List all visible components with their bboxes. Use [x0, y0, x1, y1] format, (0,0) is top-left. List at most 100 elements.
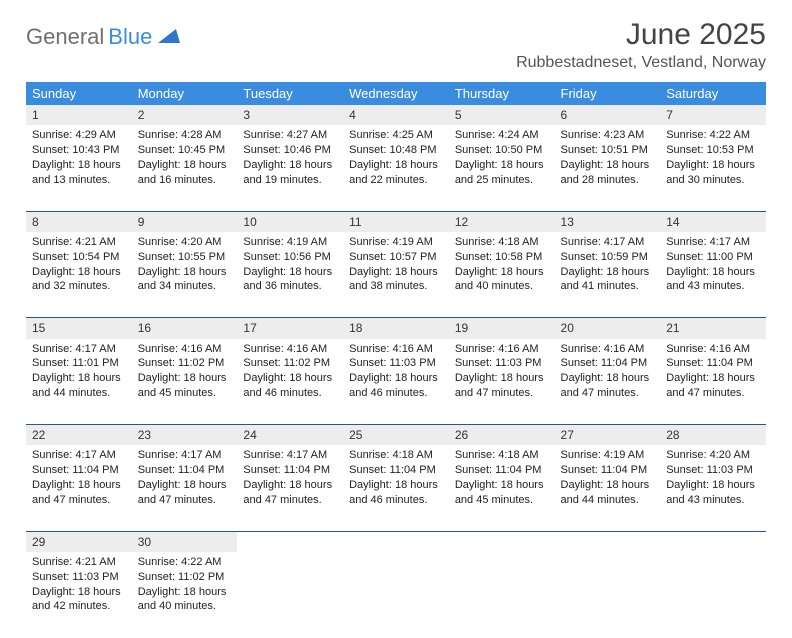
- sunset-line: Sunset: 11:04 PM: [455, 463, 549, 478]
- sunset-line: Sunset: 10:56 PM: [243, 250, 337, 265]
- day-content-cell: Sunrise: 4:18 AMSunset: 11:04 PMDaylight…: [449, 445, 555, 531]
- day-number-cell: 7: [660, 105, 766, 125]
- day-content-cell: Sunrise: 4:16 AMSunset: 11:03 PMDaylight…: [449, 339, 555, 425]
- day-content-cell: [449, 552, 555, 638]
- day-content-cell: Sunrise: 4:28 AMSunset: 10:45 PMDaylight…: [132, 125, 238, 211]
- sunset-line: Sunset: 10:54 PM: [32, 250, 126, 265]
- daylight-line: Daylight: 18 hours and 16 minutes.: [138, 158, 232, 188]
- day-number-cell: 13: [555, 211, 661, 232]
- day-content-cell: Sunrise: 4:16 AMSunset: 11:02 PMDaylight…: [237, 339, 343, 425]
- day-content-cell: Sunrise: 4:21 AMSunset: 11:03 PMDaylight…: [26, 552, 132, 638]
- daylight-line: Daylight: 18 hours and 30 minutes.: [666, 158, 760, 188]
- sunset-line: Sunset: 11:02 PM: [138, 356, 232, 371]
- sunset-line: Sunset: 11:04 PM: [243, 463, 337, 478]
- sunset-line: Sunset: 10:59 PM: [561, 250, 655, 265]
- day-content-cell: Sunrise: 4:22 AMSunset: 10:53 PMDaylight…: [660, 125, 766, 211]
- sunset-line: Sunset: 10:57 PM: [349, 250, 443, 265]
- sunrise-line: Sunrise: 4:23 AM: [561, 128, 655, 143]
- day-number-cell: 22: [26, 425, 132, 446]
- day-number-cell: 3: [237, 105, 343, 125]
- day-number-cell: [660, 531, 766, 552]
- day-number-cell: 18: [343, 318, 449, 339]
- day-content-cell: Sunrise: 4:16 AMSunset: 11:02 PMDaylight…: [132, 339, 238, 425]
- daylight-line: Daylight: 18 hours and 44 minutes.: [32, 371, 126, 401]
- sunset-line: Sunset: 11:03 PM: [666, 463, 760, 478]
- day-number-cell: 2: [132, 105, 238, 125]
- sunrise-line: Sunrise: 4:17 AM: [666, 235, 760, 250]
- daylight-line: Daylight: 18 hours and 47 minutes.: [32, 478, 126, 508]
- day-number-row: 15161718192021: [26, 318, 766, 339]
- sunset-line: Sunset: 10:43 PM: [32, 143, 126, 158]
- sunrise-line: Sunrise: 4:16 AM: [349, 342, 443, 357]
- day-content-cell: [660, 552, 766, 638]
- weekday-header: Friday: [555, 82, 661, 105]
- sunset-line: Sunset: 11:03 PM: [349, 356, 443, 371]
- daylight-line: Daylight: 18 hours and 38 minutes.: [349, 265, 443, 295]
- sunrise-line: Sunrise: 4:28 AM: [138, 128, 232, 143]
- weekday-header: Sunday: [26, 82, 132, 105]
- calendar-table: SundayMondayTuesdayWednesdayThursdayFrid…: [26, 82, 766, 638]
- day-content-row: Sunrise: 4:29 AMSunset: 10:43 PMDaylight…: [26, 125, 766, 211]
- day-content-cell: Sunrise: 4:17 AMSunset: 11:04 PMDaylight…: [237, 445, 343, 531]
- weekday-header: Saturday: [660, 82, 766, 105]
- daylight-line: Daylight: 18 hours and 46 minutes.: [349, 478, 443, 508]
- day-number-cell: 26: [449, 425, 555, 446]
- day-content-row: Sunrise: 4:17 AMSunset: 11:04 PMDaylight…: [26, 445, 766, 531]
- brand-part1: General: [26, 24, 104, 50]
- daylight-line: Daylight: 18 hours and 32 minutes.: [32, 265, 126, 295]
- day-number-cell: 12: [449, 211, 555, 232]
- day-number-cell: 20: [555, 318, 661, 339]
- sunrise-line: Sunrise: 4:20 AM: [138, 235, 232, 250]
- sunrise-line: Sunrise: 4:16 AM: [561, 342, 655, 357]
- sunset-line: Sunset: 10:45 PM: [138, 143, 232, 158]
- day-content-row: Sunrise: 4:17 AMSunset: 11:01 PMDaylight…: [26, 339, 766, 425]
- logo-triangle-icon: [158, 27, 180, 48]
- sunset-line: Sunset: 11:04 PM: [349, 463, 443, 478]
- day-number-cell: 16: [132, 318, 238, 339]
- day-number-cell: 28: [660, 425, 766, 446]
- sunset-line: Sunset: 11:04 PM: [666, 356, 760, 371]
- daylight-line: Daylight: 18 hours and 25 minutes.: [455, 158, 549, 188]
- day-content-row: Sunrise: 4:21 AMSunset: 11:03 PMDaylight…: [26, 552, 766, 638]
- daylight-line: Daylight: 18 hours and 44 minutes.: [561, 478, 655, 508]
- sunrise-line: Sunrise: 4:18 AM: [455, 448, 549, 463]
- day-number-cell: 6: [555, 105, 661, 125]
- sunset-line: Sunset: 10:48 PM: [349, 143, 443, 158]
- sunrise-line: Sunrise: 4:21 AM: [32, 235, 126, 250]
- weekday-header-row: SundayMondayTuesdayWednesdayThursdayFrid…: [26, 82, 766, 105]
- daylight-line: Daylight: 18 hours and 13 minutes.: [32, 158, 126, 188]
- daylight-line: Daylight: 18 hours and 47 minutes.: [455, 371, 549, 401]
- day-number-cell: 29: [26, 531, 132, 552]
- day-content-cell: Sunrise: 4:19 AMSunset: 11:04 PMDaylight…: [555, 445, 661, 531]
- day-number-cell: 5: [449, 105, 555, 125]
- day-content-cell: Sunrise: 4:29 AMSunset: 10:43 PMDaylight…: [26, 125, 132, 211]
- daylight-line: Daylight: 18 hours and 36 minutes.: [243, 265, 337, 295]
- day-number-cell: 21: [660, 318, 766, 339]
- sunrise-line: Sunrise: 4:17 AM: [138, 448, 232, 463]
- sunrise-line: Sunrise: 4:16 AM: [243, 342, 337, 357]
- day-content-cell: Sunrise: 4:17 AMSunset: 11:00 PMDaylight…: [660, 232, 766, 318]
- sunrise-line: Sunrise: 4:24 AM: [455, 128, 549, 143]
- day-number-row: 2930: [26, 531, 766, 552]
- day-content-cell: Sunrise: 4:23 AMSunset: 10:51 PMDaylight…: [555, 125, 661, 211]
- day-number-row: 22232425262728: [26, 425, 766, 446]
- day-content-cell: Sunrise: 4:17 AMSunset: 11:04 PMDaylight…: [26, 445, 132, 531]
- sunrise-line: Sunrise: 4:16 AM: [138, 342, 232, 357]
- day-content-cell: [555, 552, 661, 638]
- weekday-header: Monday: [132, 82, 238, 105]
- day-content-cell: Sunrise: 4:19 AMSunset: 10:57 PMDaylight…: [343, 232, 449, 318]
- sunrise-line: Sunrise: 4:17 AM: [243, 448, 337, 463]
- day-number-cell: 17: [237, 318, 343, 339]
- daylight-line: Daylight: 18 hours and 45 minutes.: [138, 371, 232, 401]
- sunrise-line: Sunrise: 4:17 AM: [561, 235, 655, 250]
- day-number-row: 891011121314: [26, 211, 766, 232]
- sunset-line: Sunset: 10:46 PM: [243, 143, 337, 158]
- day-number-cell: 19: [449, 318, 555, 339]
- sunrise-line: Sunrise: 4:27 AM: [243, 128, 337, 143]
- day-number-cell: 24: [237, 425, 343, 446]
- sunrise-line: Sunrise: 4:16 AM: [666, 342, 760, 357]
- daylight-line: Daylight: 18 hours and 40 minutes.: [455, 265, 549, 295]
- day-content-row: Sunrise: 4:21 AMSunset: 10:54 PMDaylight…: [26, 232, 766, 318]
- weekday-header: Wednesday: [343, 82, 449, 105]
- daylight-line: Daylight: 18 hours and 43 minutes.: [666, 265, 760, 295]
